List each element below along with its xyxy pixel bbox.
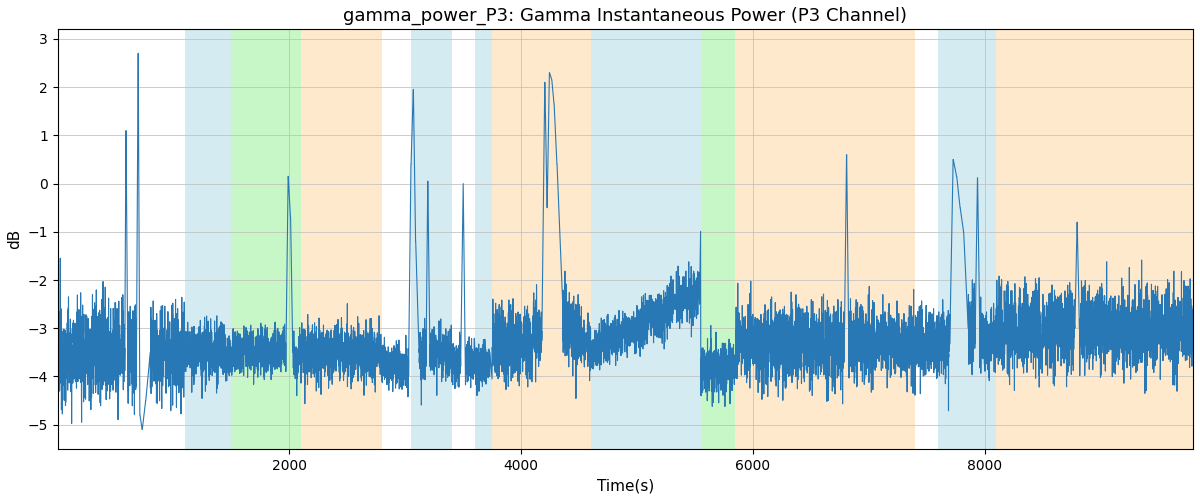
Title: gamma_power_P3: Gamma Instantaneous Power (P3 Channel): gamma_power_P3: Gamma Instantaneous Powe… <box>343 7 907 25</box>
X-axis label: Time(s): Time(s) <box>596 478 654 493</box>
Bar <box>232 30 301 449</box>
Bar <box>492 30 590 449</box>
Bar <box>185 30 232 449</box>
Bar <box>996 30 1193 449</box>
Bar <box>938 30 996 449</box>
Bar <box>301 30 382 449</box>
Bar <box>590 30 701 449</box>
Y-axis label: dB: dB <box>7 229 22 249</box>
Bar <box>475 30 492 449</box>
Bar <box>701 30 736 449</box>
Bar <box>412 30 451 449</box>
Bar <box>736 30 916 449</box>
